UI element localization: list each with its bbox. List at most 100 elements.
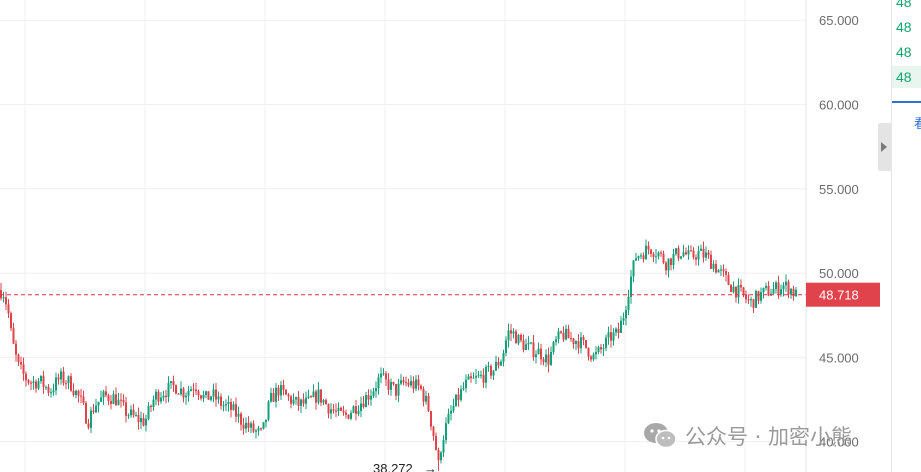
candle-body [505,340,507,354]
candle-body [675,248,677,254]
candle-body [735,286,737,298]
wechat-icon [643,422,677,450]
candle-body [760,292,762,301]
candle-body [17,354,20,362]
candle-body [637,256,640,259]
candle-body [317,389,320,403]
candle-body [785,281,787,286]
candle-body [422,388,425,402]
candle-body [712,263,715,269]
current-price-label: 48.718 [819,288,859,303]
orderbook-side-panel: 48 48 48 48 看 [891,0,921,472]
min-price-label: 38.272 [373,461,413,472]
candle-body [22,364,25,374]
candle-body [35,381,37,389]
candle-body [215,389,217,400]
candle-body [627,296,630,310]
candle-body [245,422,247,429]
side-tab-label[interactable]: 看 [914,113,921,132]
candle-body [67,376,70,384]
candle-body [732,286,735,293]
candle-body [527,342,530,345]
candle-body [775,282,777,290]
candle-body [502,353,505,362]
candle-body [300,399,302,406]
candle-body [230,402,232,411]
candle-body [490,365,492,376]
candle-body [45,386,47,388]
y-tick-label: 40.000 [819,435,859,450]
candlestick-series [0,239,797,471]
candle-body [365,394,367,408]
candle-body [267,401,270,420]
candle-body [52,390,55,393]
candle-body [532,342,535,358]
candle-body [402,380,405,383]
candle-body [665,262,667,271]
candle-body [435,435,437,450]
candle-body [302,399,305,404]
candle-body [512,331,515,334]
candle-body [487,365,490,368]
candle-body [552,342,555,352]
candle-body [777,282,780,295]
candle-body [602,348,605,350]
candle-body [727,274,730,285]
candle-body [25,373,27,381]
candle-body [257,428,260,431]
candle-body [152,399,155,408]
candle-body [450,410,452,414]
side-row-2: 48 [896,19,912,35]
candle-body [525,344,527,351]
candle-body [127,415,130,417]
candle-body [482,374,485,383]
candle-body [332,409,335,411]
candle-body [650,249,652,254]
candle-body [467,376,470,380]
candle-body [537,348,540,355]
candle-body [680,256,682,259]
candle-body [212,389,215,397]
candle-body [742,287,745,295]
candle-body [185,395,187,398]
candle-body [125,402,127,416]
candle-body [440,452,442,461]
candle-body [390,382,392,390]
candle-body [350,412,352,419]
candle-body [767,286,770,296]
candle-body [432,426,435,436]
candle-body [150,405,152,408]
candle-body [587,347,590,357]
price-axis[interactable]: 65.000 60.000 55.000 50.000 45.000 40.000 [819,13,859,449]
candle-body [717,269,720,273]
candle-body [170,381,172,384]
candle-body [65,383,67,385]
candle-body [360,403,362,412]
candle-body [372,391,375,396]
candle-body [442,440,445,453]
side-row-3: 48 [896,44,912,60]
candle-body [77,390,80,396]
candle-body [10,313,12,329]
candle-body [595,351,597,355]
candle-body [452,406,455,411]
candle-body [420,385,422,389]
candle-body [105,391,107,396]
candle-body [610,332,612,341]
candle-body [252,423,255,432]
candle-body [792,288,795,297]
candle-body [262,422,265,429]
candle-body [592,354,595,360]
candle-body [577,341,580,349]
candle-body [190,389,192,391]
candle-body [617,328,620,333]
candle-body [500,361,502,366]
y-tick-label: 45.000 [819,350,859,365]
candle-body [542,359,545,363]
candle-body [642,255,645,260]
candle-body [655,256,657,258]
candle-body [142,418,145,426]
candle-body [425,395,427,402]
panel-collapse-handle[interactable] [878,123,891,171]
